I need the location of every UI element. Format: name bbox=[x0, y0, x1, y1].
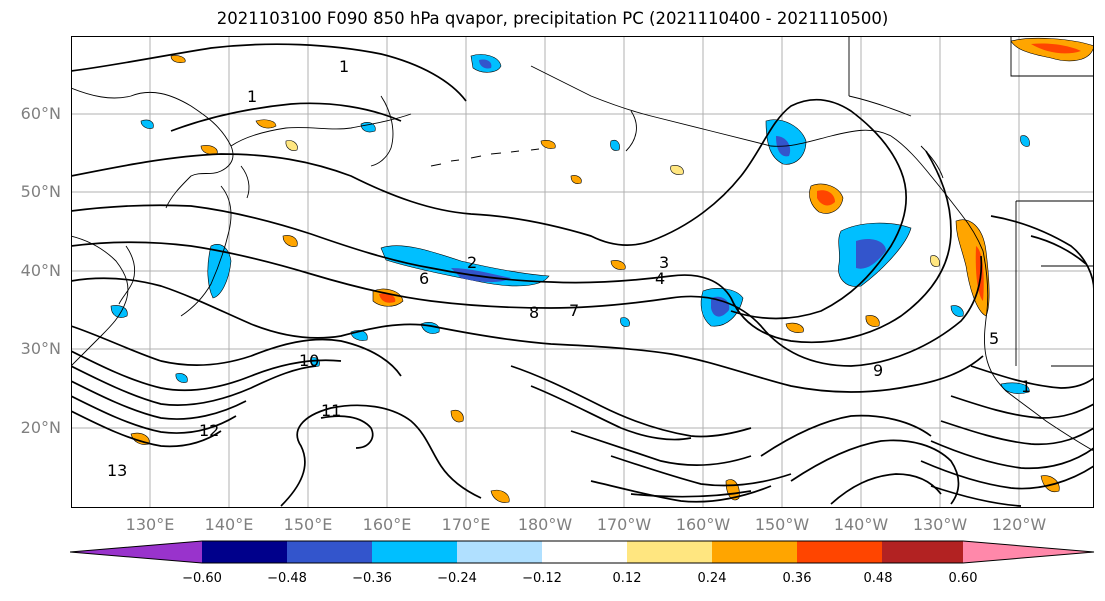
contour-label: 4 bbox=[655, 269, 665, 288]
colorbar-bin bbox=[457, 541, 542, 563]
contour-label: 9 bbox=[873, 361, 883, 380]
lat-label-50n: 50°N bbox=[20, 182, 61, 201]
map-svg: 1 1 1 2 3 4 5 6 7 8 9 10 11 12 13 bbox=[71, 36, 1094, 508]
lon-label-170e: 170°E bbox=[441, 515, 491, 534]
colorbar-tick: −0.12 bbox=[522, 571, 562, 586]
lat-label-20n: 20°N bbox=[20, 418, 61, 437]
lon-label-150w: 150°W bbox=[754, 515, 810, 534]
colorbar-tick: 0.12 bbox=[612, 571, 642, 586]
contour-label: 8 bbox=[529, 303, 539, 322]
lon-label-130e: 130°E bbox=[125, 515, 175, 534]
precip-shading bbox=[110, 37, 1094, 503]
lon-label-160w: 160°W bbox=[675, 515, 731, 534]
contour-label: 1 bbox=[339, 57, 349, 76]
contour-label: 3 bbox=[659, 253, 669, 272]
contour-label: 1 bbox=[247, 87, 257, 106]
colorbar-bin bbox=[882, 541, 963, 563]
colorbar-bin bbox=[627, 541, 712, 563]
chart-title: 2021103100 F090 850 hPa qvapor, precipit… bbox=[216, 9, 889, 28]
colorbar-bin bbox=[542, 541, 627, 563]
colorbar-bin bbox=[712, 541, 797, 563]
colorbar-tick: −0.24 bbox=[437, 571, 477, 586]
contour-labels: 1 1 1 2 3 4 5 6 7 8 9 10 11 12 13 bbox=[107, 57, 1031, 480]
colorbar-tick: 0.60 bbox=[948, 571, 978, 586]
lon-label-170w: 170°W bbox=[596, 515, 652, 534]
map-panel: 1 1 1 2 3 4 5 6 7 8 9 10 11 12 13 bbox=[71, 36, 1094, 508]
colorbar-min-extension bbox=[70, 541, 202, 563]
lon-label-180w: 180°W bbox=[517, 515, 573, 534]
lon-label-140e: 140°E bbox=[204, 515, 254, 534]
colorbar-tick: −0.36 bbox=[352, 571, 392, 586]
colorbar-max-extension bbox=[963, 541, 1094, 563]
colorbar-tick: −0.60 bbox=[182, 571, 222, 586]
lon-label-130w: 130°W bbox=[912, 515, 968, 534]
colorbar-tick: 0.48 bbox=[863, 571, 893, 586]
contour-label: 7 bbox=[569, 301, 579, 320]
colorbar-bin bbox=[202, 541, 287, 563]
contour-label: 1 bbox=[1021, 377, 1031, 396]
lon-label-140w: 140°W bbox=[833, 515, 889, 534]
lon-label-160e: 160°E bbox=[362, 515, 412, 534]
colorbar-bin bbox=[372, 541, 457, 563]
lon-label-150e: 150°E bbox=[283, 515, 333, 534]
colorbar-tick: −0.48 bbox=[267, 571, 307, 586]
contour-label: 2 bbox=[467, 253, 477, 272]
lat-label-60n: 60°N bbox=[20, 104, 61, 123]
contour-label: 11 bbox=[321, 401, 341, 420]
contour-label: 13 bbox=[107, 461, 127, 480]
lat-label-30n: 30°N bbox=[20, 339, 61, 358]
contour-label: 6 bbox=[419, 269, 429, 288]
colorbar-tick: 0.24 bbox=[697, 571, 727, 586]
colorbar-bin bbox=[797, 541, 882, 563]
lat-label-40n: 40°N bbox=[20, 261, 61, 280]
qvapor-contours bbox=[71, 43, 1094, 507]
colorbar-tick: 0.36 bbox=[782, 571, 812, 586]
colorbar bbox=[70, 540, 1095, 564]
contour-label: 10 bbox=[299, 351, 319, 370]
colorbar-outline bbox=[70, 540, 1095, 564]
contour-label: 12 bbox=[199, 421, 219, 440]
contour-label: 5 bbox=[989, 329, 999, 348]
lon-label-120w: 120°W bbox=[991, 515, 1047, 534]
colorbar-bin bbox=[287, 541, 372, 563]
